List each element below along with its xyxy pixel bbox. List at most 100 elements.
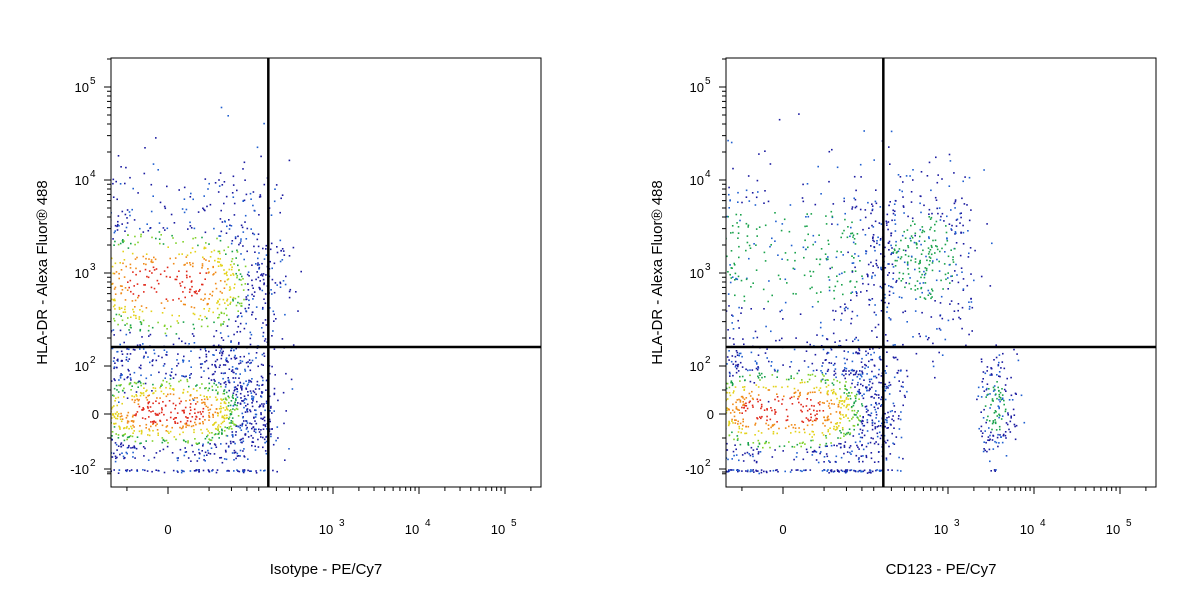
event-point: [850, 299, 852, 301]
event-point: [707, 256, 709, 258]
event-point: [93, 326, 95, 328]
event-point: [199, 314, 202, 317]
event-point: [251, 313, 253, 316]
event-point: [229, 296, 232, 298]
event-point: [806, 183, 809, 185]
event-point: [905, 282, 907, 284]
event-point: [845, 339, 848, 341]
event-point: [741, 406, 743, 409]
event-point: [259, 195, 262, 198]
event-point: [145, 263, 147, 266]
event-point: [100, 437, 102, 439]
event-point: [106, 283, 108, 285]
event-point: [230, 274, 232, 276]
event-point: [872, 237, 874, 239]
event-point: [735, 213, 738, 216]
event-point: [230, 420, 233, 422]
event-point: [257, 438, 259, 441]
event-point: [217, 424, 220, 426]
event-point: [104, 378, 106, 380]
event-point: [108, 380, 110, 382]
event-point: [694, 390, 696, 392]
event-point: [106, 387, 108, 389]
event-point: [120, 350, 123, 353]
event-point: [685, 431, 687, 433]
event-point: [100, 436, 102, 438]
event-point: [192, 399, 195, 401]
event-point: [943, 220, 945, 222]
event-point: [194, 438, 196, 440]
event-point: [232, 377, 234, 379]
event-point: [796, 452, 798, 454]
event-point: [880, 268, 882, 270]
event-point: [895, 200, 897, 202]
event-point: [191, 294, 193, 297]
event-point: [893, 203, 896, 205]
event-point: [808, 378, 811, 381]
event-point: [931, 262, 934, 264]
event-point: [123, 396, 125, 398]
event-point: [721, 221, 723, 223]
event-point: [920, 276, 922, 279]
event-point: [70, 427, 72, 429]
event-point: [130, 425, 132, 428]
event-point: [737, 365, 739, 368]
event-point: [740, 214, 742, 216]
event-point: [78, 307, 80, 309]
event-point: [695, 399, 697, 401]
event-point: [184, 263, 186, 266]
event-point: [102, 374, 104, 376]
event-point: [936, 328, 938, 330]
event-point: [219, 426, 222, 428]
event-point: [704, 374, 706, 376]
event-point: [80, 290, 82, 292]
event-point: [852, 236, 854, 238]
event-point: [93, 390, 95, 392]
event-point: [192, 450, 194, 453]
event-point: [112, 196, 115, 198]
event-point: [875, 441, 877, 443]
event-point: [201, 402, 203, 404]
event-point: [248, 352, 250, 355]
event-point: [211, 436, 214, 439]
event-point: [863, 393, 865, 395]
event-point: [130, 469, 133, 471]
event-point: [113, 452, 115, 455]
event-point: [918, 333, 920, 335]
event-point: [759, 379, 761, 381]
event-point: [127, 281, 129, 283]
event-point: [820, 291, 822, 293]
event-point: [707, 214, 709, 216]
event-point: [831, 216, 834, 219]
event-point: [861, 444, 863, 447]
event-point: [202, 299, 205, 301]
event-point: [836, 250, 838, 253]
event-point: [53, 354, 55, 356]
event-point: [714, 410, 716, 412]
event-point: [228, 368, 231, 370]
event-point: [826, 418, 829, 421]
event-point: [854, 395, 856, 397]
event-point: [939, 219, 942, 221]
event-point: [109, 449, 111, 451]
event-point: [247, 394, 249, 397]
event-point: [790, 375, 792, 377]
event-point: [237, 470, 239, 472]
event-point: [248, 275, 250, 277]
event-point: [85, 293, 87, 295]
event-point: [144, 418, 147, 420]
event-point: [74, 381, 76, 383]
event-point: [894, 411, 896, 413]
event-point: [247, 391, 249, 393]
event-point: [834, 372, 837, 375]
event-point: [147, 459, 150, 461]
event-point: [107, 350, 109, 352]
event-point: [165, 381, 168, 383]
event-point: [825, 386, 828, 388]
event-point: [252, 396, 255, 398]
event-point: [833, 378, 835, 381]
event-point: [135, 394, 137, 396]
event-point: [270, 405, 272, 408]
event-point: [682, 399, 684, 401]
